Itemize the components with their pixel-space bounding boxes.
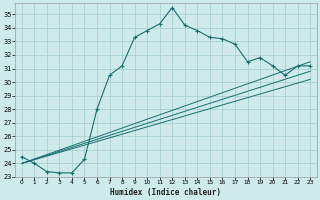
X-axis label: Humidex (Indice chaleur): Humidex (Indice chaleur): [110, 188, 221, 197]
